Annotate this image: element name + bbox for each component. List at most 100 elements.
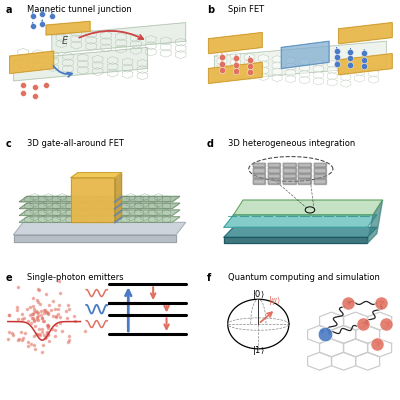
Point	[16, 336, 22, 342]
Bar	[268, 162, 280, 167]
Point	[56, 302, 62, 308]
Polygon shape	[258, 73, 268, 80]
Polygon shape	[19, 203, 180, 209]
Point	[71, 313, 77, 320]
Polygon shape	[327, 79, 337, 86]
Point	[66, 337, 72, 343]
Point	[57, 314, 63, 321]
Point	[38, 308, 44, 315]
Polygon shape	[224, 237, 367, 244]
Point	[59, 328, 65, 335]
Point	[38, 315, 45, 322]
Polygon shape	[327, 72, 337, 80]
Polygon shape	[244, 53, 254, 61]
Bar	[268, 168, 280, 173]
Bar	[314, 168, 326, 173]
Point	[31, 92, 38, 99]
Point	[15, 337, 21, 343]
Point	[345, 300, 351, 306]
Point	[39, 326, 46, 332]
Point	[20, 90, 26, 96]
Point	[45, 310, 52, 316]
Text: e: e	[6, 273, 12, 283]
Point	[38, 311, 44, 318]
Point	[22, 330, 28, 336]
Text: $|\psi\rangle$: $|\psi\rangle$	[268, 294, 281, 307]
Polygon shape	[320, 339, 344, 357]
Text: Spin FET: Spin FET	[228, 5, 264, 14]
Polygon shape	[320, 312, 344, 330]
Point	[55, 306, 62, 312]
Point	[31, 317, 37, 323]
Point	[31, 309, 37, 316]
Point	[383, 321, 390, 327]
Point	[38, 348, 45, 355]
Point	[20, 334, 26, 341]
Bar	[314, 179, 326, 184]
Bar	[268, 174, 280, 178]
Point	[72, 318, 78, 324]
Point	[56, 320, 63, 326]
Polygon shape	[52, 23, 186, 54]
Polygon shape	[313, 59, 323, 66]
Point	[39, 328, 45, 335]
Bar	[298, 168, 311, 173]
Point	[9, 330, 15, 336]
Polygon shape	[368, 339, 392, 357]
Point	[18, 329, 24, 336]
Point	[30, 311, 36, 317]
Point	[21, 315, 27, 321]
Point	[44, 323, 51, 330]
Polygon shape	[71, 173, 122, 178]
Point	[39, 11, 46, 17]
Polygon shape	[355, 62, 365, 70]
Polygon shape	[327, 66, 337, 74]
Point	[24, 306, 30, 313]
Polygon shape	[244, 72, 254, 80]
Polygon shape	[272, 62, 282, 69]
Point	[31, 342, 38, 348]
Point	[56, 278, 62, 284]
Bar	[314, 162, 326, 167]
Point	[374, 341, 380, 347]
Polygon shape	[217, 57, 227, 65]
Bar	[314, 168, 326, 173]
Point	[55, 311, 61, 317]
Point	[62, 308, 69, 314]
Point	[30, 303, 36, 309]
Point	[246, 69, 253, 75]
Bar	[252, 174, 265, 178]
Polygon shape	[355, 68, 365, 76]
Point	[43, 334, 50, 340]
Bar	[252, 162, 265, 167]
Point	[361, 56, 368, 63]
Point	[40, 332, 47, 338]
Polygon shape	[286, 57, 296, 64]
Point	[20, 82, 26, 88]
Polygon shape	[368, 76, 378, 83]
Point	[15, 284, 21, 290]
Polygon shape	[300, 70, 310, 78]
Point	[49, 13, 55, 20]
Polygon shape	[258, 54, 268, 62]
Point	[5, 311, 12, 318]
Point	[52, 333, 58, 339]
Text: d: d	[207, 139, 214, 149]
Point	[360, 321, 367, 327]
Polygon shape	[341, 80, 351, 87]
Point	[361, 50, 368, 56]
Point	[42, 308, 49, 315]
Polygon shape	[46, 21, 90, 35]
Polygon shape	[313, 71, 323, 79]
Polygon shape	[217, 64, 227, 71]
Polygon shape	[19, 196, 180, 202]
Point	[25, 339, 32, 345]
FancyArrowPatch shape	[79, 31, 143, 39]
Point	[19, 316, 25, 322]
Point	[334, 48, 340, 54]
Polygon shape	[244, 60, 254, 67]
Point	[246, 56, 253, 63]
Point	[65, 339, 72, 346]
Polygon shape	[300, 76, 310, 84]
Point	[31, 84, 38, 90]
